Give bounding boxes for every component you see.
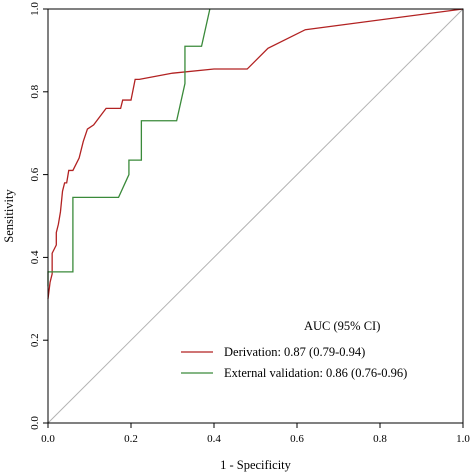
plot-area <box>47 8 464 424</box>
y-tick-label: 0.4 <box>29 250 41 264</box>
x-tick-label: 0.4 <box>207 433 221 445</box>
x-axis: 0.0 0.2 0.4 0.6 0.8 1.0 <box>41 423 470 445</box>
x-tick-label: 0.0 <box>41 433 55 445</box>
y-axis: 0.0 0.2 0.4 0.6 0.8 1.0 <box>29 2 48 430</box>
y-axis-label: Sensitivity <box>2 189 16 243</box>
x-tick-label: 0.6 <box>290 433 304 445</box>
legend-label-derivation: Derivation: 0.87 (0.79-0.94) <box>224 345 365 359</box>
series-layer <box>47 8 464 299</box>
x-tick-label: 1.0 <box>456 433 470 445</box>
legend: AUC (95% CI) Derivation: 0.87 (0.79-0.94… <box>181 319 407 380</box>
legend-title: AUC (95% CI) <box>304 319 380 333</box>
legend-label-external-validation: External validation: 0.86 (0.76-0.96) <box>224 366 407 380</box>
x-tick-label: 0.8 <box>373 433 387 445</box>
plot-frame <box>47 8 464 424</box>
y-tick-label: 1.0 <box>29 2 41 16</box>
y-tick-label: 0.0 <box>29 416 41 430</box>
y-tick-label: 0.6 <box>29 167 41 181</box>
series-line-external-validation <box>47 8 211 287</box>
x-tick-label: 0.2 <box>124 433 138 445</box>
reference-diagonal-line <box>47 8 464 424</box>
y-tick-label: 0.8 <box>29 84 41 98</box>
series-line-derivation <box>47 8 464 299</box>
x-axis-label: 1 - Specificity <box>220 458 292 472</box>
y-tick-label: 0.2 <box>29 333 41 347</box>
